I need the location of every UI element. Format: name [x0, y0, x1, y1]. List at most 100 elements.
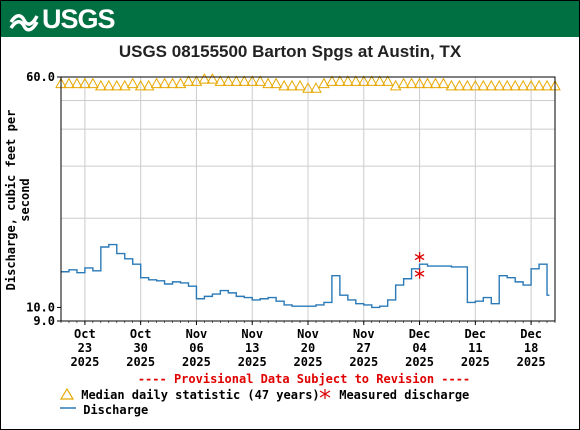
x-tick-label: 13	[245, 341, 259, 355]
median-marker	[206, 73, 219, 84]
x-tick-label: 2025	[517, 355, 546, 369]
median-marker	[71, 77, 83, 89]
median-marker	[278, 79, 290, 91]
median-marker	[341, 75, 354, 86]
median-marker	[102, 79, 115, 91]
line-marker-icon	[60, 407, 76, 409]
chart-title: USGS 08155500 Barton Spgs at Austin, TX	[118, 42, 462, 61]
median-marker	[541, 79, 553, 91]
x-tick-label: 04	[412, 341, 426, 355]
median-marker	[453, 79, 466, 91]
median-marker	[142, 79, 155, 91]
median-marker	[166, 77, 179, 89]
median-marker	[405, 77, 418, 89]
median-marker	[429, 77, 442, 89]
x-tick-label: 27	[357, 341, 371, 355]
legend-swatch-measured	[319, 389, 331, 399]
median-marker	[509, 79, 522, 91]
median-marker	[87, 77, 99, 89]
median-marker	[469, 79, 482, 91]
median-marker	[373, 75, 386, 86]
x-tick-label: 2025	[182, 355, 211, 369]
median-marker	[294, 79, 306, 91]
median-marker	[134, 79, 147, 91]
median-marker	[63, 77, 75, 89]
x-tick-label: Dec	[520, 327, 542, 341]
median-marker	[445, 79, 458, 91]
median-marker	[302, 82, 314, 93]
median-marker	[238, 75, 251, 86]
legend-item-median: Median daily statistic (47 years)	[59, 387, 320, 402]
legend-label-discharge: Discharge	[83, 403, 149, 417]
median-marker	[461, 79, 474, 91]
legend-label-median: Median daily statistic (47 years)	[81, 388, 320, 402]
median-marker	[198, 73, 211, 84]
median-marker	[493, 79, 506, 91]
median-marker	[270, 77, 282, 89]
median-marker	[533, 79, 545, 91]
x-tick-label: Oct	[130, 327, 152, 341]
triangle-marker-icon	[59, 387, 75, 400]
y-tick-label: 9.0	[33, 314, 55, 328]
usgs-logo[interactable]: USGS	[9, 5, 116, 33]
median-marker	[150, 77, 163, 89]
x-tick-label: 30	[133, 341, 147, 355]
median-marker	[413, 77, 426, 89]
measured-marker-stroke	[414, 270, 425, 277]
median-marker	[485, 79, 498, 91]
y-tick-label: 60.0	[26, 70, 55, 84]
median-marker	[357, 75, 370, 86]
median-marker	[477, 79, 490, 91]
usgs-banner: USGS	[1, 1, 579, 37]
x-tick-label: 2025	[70, 355, 99, 369]
legend-item-measured: Measured discharge	[318, 388, 469, 402]
x-tick-label: Dec	[409, 327, 431, 341]
x-tick-label: 23	[78, 341, 92, 355]
x-tick-label: 2025	[405, 355, 434, 369]
median-marker	[397, 77, 410, 89]
measured-marker-stroke	[414, 253, 425, 261]
x-tick-label: Oct	[74, 327, 96, 341]
legend-swatch-median	[59, 387, 75, 400]
x-tick-label: Nov	[241, 327, 263, 341]
median-marker	[246, 75, 259, 86]
median-marker	[381, 75, 394, 86]
x-tick-label: 11	[468, 341, 482, 355]
x-tick-label: 18	[524, 341, 538, 355]
median-marker	[214, 75, 227, 86]
median-marker	[94, 79, 107, 91]
x-tick-label: 2025	[238, 355, 267, 369]
median-marker	[389, 79, 402, 91]
median-marker	[349, 75, 362, 86]
median-marker	[421, 77, 434, 89]
median-marker	[517, 79, 529, 91]
median-marker	[365, 75, 378, 86]
median-marker	[158, 77, 171, 89]
median-marker	[437, 77, 450, 89]
usgs-wave-icon	[9, 14, 39, 32]
median-marker	[174, 77, 187, 89]
median-marker	[326, 75, 338, 86]
median-marker	[254, 75, 267, 86]
x-tick-label: Nov	[186, 327, 208, 341]
x-tick-label: Dec	[464, 327, 486, 341]
y-tick-label: 10.0	[26, 300, 55, 314]
median-marker	[334, 75, 346, 86]
legend-item-discharge: Discharge	[60, 403, 148, 417]
x-tick-label: 2025	[349, 355, 378, 369]
median-marker	[525, 79, 537, 91]
asterisk-marker-icon	[319, 389, 331, 399]
median-marker	[230, 75, 243, 86]
measured-marker	[414, 268, 425, 279]
x-tick-label: 2025	[461, 355, 490, 369]
measured-marker	[414, 252, 425, 263]
median-marker	[286, 79, 298, 91]
plot-border	[60, 76, 556, 322]
legend-label-measured: Measured discharge	[339, 388, 470, 402]
x-tick-label: 06	[189, 341, 203, 355]
median-marker	[501, 79, 514, 91]
median-marker	[126, 77, 139, 89]
x-tick-label: Nov	[297, 327, 319, 341]
x-tick-label: Nov	[353, 327, 375, 341]
